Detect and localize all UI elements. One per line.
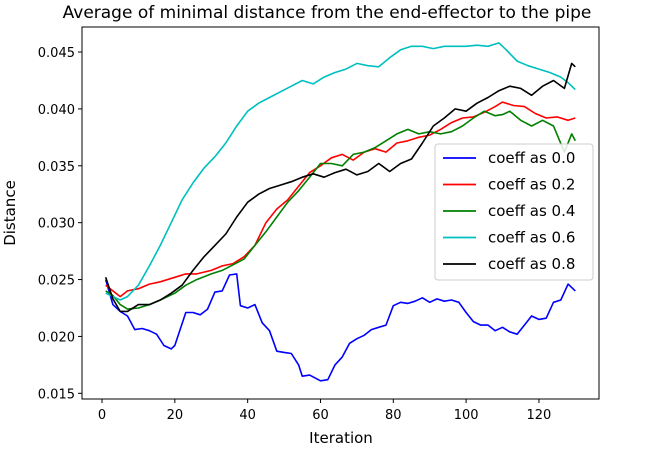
x-tick-label: 60 (312, 408, 329, 423)
legend-label: coeff as 0.8 (488, 255, 575, 273)
x-tick-label: 20 (167, 408, 184, 423)
y-tick-label: 0.020 (38, 330, 75, 345)
y-tick-label: 0.045 (38, 46, 75, 61)
chart-title: Average of minimal distance from the end… (63, 3, 592, 23)
x-tick-label: 0 (98, 408, 106, 423)
y-tick-label: 0.025 (38, 274, 75, 289)
legend-label: coeff as 0.0 (488, 149, 575, 167)
series-line-coeff-as-0-6 (105, 42, 576, 301)
y-tick-label: 0.030 (38, 217, 75, 232)
x-tick-label: 80 (385, 408, 402, 423)
legend-label: coeff as 0.2 (488, 176, 575, 194)
legend-label: coeff as 0.4 (488, 202, 575, 220)
x-tick-label: 120 (527, 408, 552, 423)
series-line-coeff-as-0-8 (104, 62, 576, 313)
y-axis-label: Distance (1, 180, 19, 246)
x-tick-label: 40 (239, 408, 256, 423)
y-axis: 0.015 0.020 0.025 0.030 0.035 0.040 0.045 (38, 46, 82, 402)
plot-area (81, 26, 600, 400)
x-axis: 0 20 40 60 80 100 120 (98, 399, 551, 423)
series-lines (104, 42, 577, 382)
y-tick-label: 0.040 (38, 103, 75, 118)
legend-box (434, 143, 594, 281)
x-axis-label: Iteration (309, 429, 373, 447)
series-line-coeff-as-0-4 (105, 110, 577, 310)
legend-label: coeff as 0.6 (488, 229, 575, 247)
plot-frame (81, 26, 600, 400)
series-line-coeff-as-0-2 (105, 101, 576, 298)
series-line-coeff-as-0-0 (104, 273, 576, 382)
y-tick-label: 0.015 (38, 387, 75, 402)
y-tick-label: 0.035 (38, 160, 75, 175)
x-tick-label: 100 (454, 408, 479, 423)
legend: coeff as 0.0 coeff as 0.2 coeff as 0.4 coef… (434, 143, 594, 281)
